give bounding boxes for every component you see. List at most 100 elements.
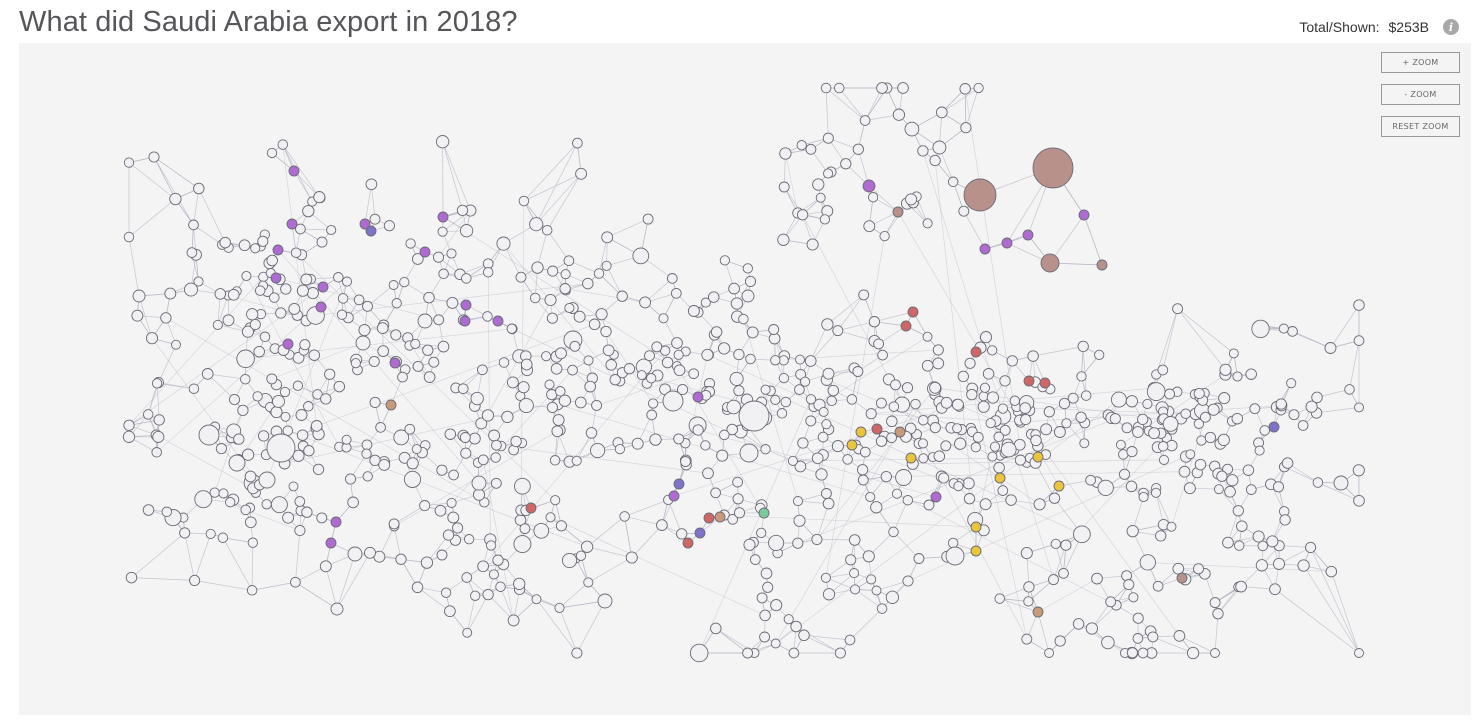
product-node[interactable] bbox=[719, 255, 731, 266]
product-node[interactable] bbox=[475, 417, 488, 430]
product-node[interactable] bbox=[1067, 392, 1079, 404]
product-node[interactable] bbox=[434, 504, 447, 517]
product-node[interactable] bbox=[1126, 647, 1138, 659]
product-node[interactable] bbox=[1218, 392, 1231, 405]
product-node[interactable] bbox=[702, 467, 714, 480]
product-node[interactable] bbox=[1233, 540, 1245, 551]
product-node[interactable] bbox=[794, 460, 807, 473]
product-node[interactable] bbox=[822, 588, 836, 601]
product-node[interactable] bbox=[1180, 408, 1191, 419]
product-node[interactable] bbox=[369, 396, 381, 408]
product-node[interactable] bbox=[952, 423, 963, 434]
product-node[interactable] bbox=[1212, 608, 1224, 620]
product-node[interactable] bbox=[583, 577, 594, 588]
product-node[interactable] bbox=[922, 218, 933, 229]
product-node[interactable] bbox=[237, 404, 249, 417]
product-node[interactable] bbox=[953, 481, 964, 492]
product-node[interactable] bbox=[817, 431, 829, 443]
product-node[interactable] bbox=[470, 590, 481, 601]
product-node[interactable] bbox=[585, 427, 598, 439]
product-node[interactable] bbox=[288, 481, 299, 492]
product-node[interactable] bbox=[1072, 618, 1085, 630]
exported-product-node[interactable] bbox=[855, 426, 867, 438]
product-node[interactable] bbox=[353, 294, 365, 306]
product-node[interactable] bbox=[279, 386, 291, 398]
product-node[interactable] bbox=[821, 419, 832, 430]
product-node[interactable] bbox=[779, 147, 792, 160]
product-node[interactable] bbox=[742, 647, 754, 659]
product-node[interactable] bbox=[760, 384, 771, 395]
product-node[interactable] bbox=[533, 522, 550, 539]
product-node[interactable] bbox=[1207, 403, 1220, 416]
product-node[interactable] bbox=[701, 348, 714, 361]
product-node[interactable] bbox=[442, 529, 455, 541]
product-node[interactable] bbox=[501, 410, 514, 424]
product-node[interactable] bbox=[369, 213, 381, 225]
zoom-in-button[interactable]: + ZOOM bbox=[1381, 52, 1460, 73]
product-node[interactable] bbox=[491, 439, 502, 451]
product-node[interactable] bbox=[253, 345, 265, 358]
product-node[interactable] bbox=[800, 376, 811, 387]
product-node[interactable] bbox=[880, 470, 892, 483]
product-node[interactable] bbox=[559, 283, 571, 295]
product-node[interactable] bbox=[993, 431, 1004, 443]
product-node[interactable] bbox=[905, 193, 918, 206]
product-node[interactable] bbox=[316, 236, 328, 248]
product-node[interactable] bbox=[571, 455, 582, 466]
product-node[interactable] bbox=[1352, 464, 1365, 477]
product-node[interactable] bbox=[777, 233, 790, 246]
product-node[interactable] bbox=[876, 603, 888, 614]
product-node[interactable] bbox=[728, 282, 740, 295]
product-node[interactable] bbox=[233, 433, 245, 445]
product-node[interactable] bbox=[770, 394, 781, 405]
product-node[interactable] bbox=[979, 331, 993, 344]
product-node[interactable] bbox=[457, 383, 469, 395]
product-node[interactable] bbox=[1142, 398, 1153, 409]
product-node[interactable] bbox=[1050, 538, 1061, 550]
product-node[interactable] bbox=[1305, 400, 1318, 413]
product-node[interactable] bbox=[625, 551, 638, 564]
product-node[interactable] bbox=[1021, 633, 1033, 645]
product-node[interactable] bbox=[1252, 530, 1265, 543]
product-node[interactable] bbox=[1033, 498, 1046, 511]
product-node[interactable] bbox=[940, 440, 952, 452]
product-node[interactable] bbox=[215, 443, 227, 455]
product-node[interactable] bbox=[676, 528, 688, 540]
product-node[interactable] bbox=[857, 474, 869, 486]
product-node[interactable] bbox=[732, 493, 744, 505]
exported-product-node[interactable] bbox=[286, 218, 298, 230]
product-node[interactable] bbox=[258, 471, 276, 489]
product-node[interactable] bbox=[1164, 388, 1176, 400]
product-node[interactable] bbox=[1157, 364, 1169, 376]
product-node[interactable] bbox=[644, 350, 655, 362]
product-node[interactable] bbox=[477, 454, 489, 466]
product-node[interactable] bbox=[1132, 612, 1144, 624]
product-node[interactable] bbox=[795, 368, 807, 380]
product-node[interactable] bbox=[710, 622, 722, 635]
product-node[interactable] bbox=[1217, 433, 1230, 447]
product-node[interactable] bbox=[461, 273, 472, 284]
product-node[interactable] bbox=[1354, 648, 1364, 658]
product-node[interactable] bbox=[277, 139, 289, 150]
product-node[interactable] bbox=[244, 516, 257, 529]
product-node[interactable] bbox=[1269, 583, 1281, 596]
product-node[interactable] bbox=[595, 308, 608, 321]
product-node[interactable] bbox=[932, 344, 944, 356]
product-node[interactable] bbox=[270, 406, 283, 419]
product-node[interactable] bbox=[739, 443, 759, 463]
product-node[interactable] bbox=[544, 379, 555, 390]
product-node[interactable] bbox=[584, 380, 597, 393]
product-node[interactable] bbox=[947, 176, 959, 188]
product-node[interactable] bbox=[1219, 363, 1232, 376]
product-node[interactable] bbox=[326, 224, 337, 236]
product-node[interactable] bbox=[485, 540, 497, 551]
product-node[interactable] bbox=[798, 629, 810, 642]
product-node[interactable] bbox=[369, 454, 381, 467]
product-node[interactable] bbox=[888, 401, 900, 412]
product-node[interactable] bbox=[198, 424, 220, 446]
product-node[interactable] bbox=[832, 325, 844, 337]
product-node[interactable] bbox=[875, 397, 887, 409]
product-node[interactable] bbox=[1235, 580, 1247, 593]
product-node[interactable] bbox=[982, 368, 995, 380]
product-node[interactable] bbox=[571, 647, 583, 659]
